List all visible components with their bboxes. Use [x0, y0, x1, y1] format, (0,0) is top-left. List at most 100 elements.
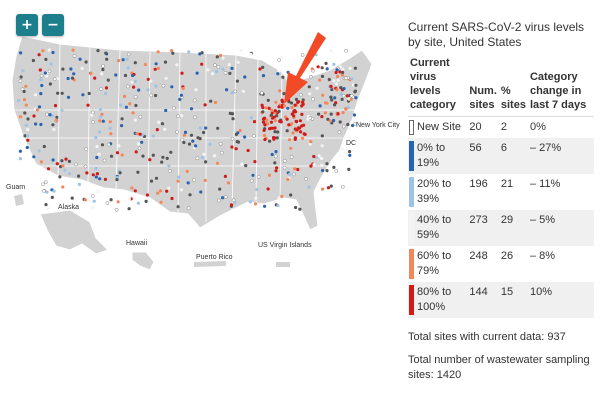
site-marker[interactable]	[329, 112, 333, 116]
site-marker[interactable]	[335, 74, 340, 79]
site-marker[interactable]	[180, 71, 184, 75]
site-marker[interactable]	[66, 95, 71, 99]
site-marker[interactable]	[276, 130, 280, 134]
site-marker[interactable]	[273, 130, 277, 134]
site-marker[interactable]	[243, 75, 247, 79]
site-marker[interactable]	[339, 86, 343, 90]
site-marker[interactable]	[94, 166, 98, 170]
site-marker[interactable]	[274, 169, 278, 173]
site-marker[interactable]	[132, 85, 136, 89]
site-marker[interactable]	[261, 65, 265, 69]
site-marker[interactable]	[285, 117, 289, 121]
site-marker[interactable]	[127, 207, 131, 211]
site-marker[interactable]	[52, 127, 56, 131]
site-marker[interactable]	[265, 122, 270, 126]
site-marker[interactable]	[200, 155, 204, 160]
site-marker[interactable]	[326, 186, 331, 190]
site-marker[interactable]	[109, 154, 114, 158]
site-marker[interactable]	[321, 93, 325, 97]
site-marker[interactable]	[154, 62, 158, 66]
site-marker[interactable]	[329, 48, 333, 53]
site-marker[interactable]	[61, 185, 65, 189]
site-marker[interactable]	[52, 77, 57, 81]
site-marker[interactable]	[165, 189, 169, 193]
site-marker[interactable]	[48, 82, 53, 86]
site-marker[interactable]	[96, 189, 100, 194]
site-marker[interactable]	[330, 98, 334, 102]
site-marker[interactable]	[100, 143, 105, 147]
site-marker[interactable]	[230, 91, 234, 95]
site-marker[interactable]	[261, 106, 265, 110]
site-marker[interactable]	[312, 154, 316, 159]
site-marker[interactable]	[233, 89, 238, 94]
site-marker[interactable]	[114, 73, 118, 77]
site-marker[interactable]	[144, 199, 148, 203]
site-marker[interactable]	[223, 194, 228, 199]
site-marker[interactable]	[156, 66, 160, 70]
site-marker[interactable]	[20, 87, 25, 92]
site-marker[interactable]	[70, 196, 74, 200]
site-marker[interactable]	[60, 91, 64, 95]
site-marker[interactable]	[334, 70, 338, 75]
site-marker[interactable]	[315, 86, 319, 90]
site-marker[interactable]	[348, 153, 352, 157]
site-marker[interactable]	[149, 93, 153, 98]
site-marker[interactable]	[221, 196, 225, 200]
site-marker[interactable]	[325, 67, 329, 71]
site-marker[interactable]	[23, 111, 27, 115]
site-marker[interactable]	[249, 52, 253, 56]
site-marker[interactable]	[272, 115, 276, 119]
site-marker[interactable]	[311, 97, 315, 102]
site-marker[interactable]	[263, 123, 267, 127]
site-marker[interactable]	[338, 70, 342, 74]
site-marker[interactable]	[293, 103, 297, 107]
site-marker[interactable]	[170, 85, 174, 89]
site-marker[interactable]	[38, 68, 42, 72]
site-marker[interactable]	[354, 83, 358, 87]
site-marker[interactable]	[146, 88, 150, 92]
site-marker[interactable]	[186, 181, 190, 185]
site-marker[interactable]	[324, 61, 328, 65]
site-marker[interactable]	[31, 58, 35, 63]
site-marker[interactable]	[125, 57, 129, 61]
site-marker[interactable]	[149, 79, 153, 83]
site-marker[interactable]	[277, 58, 282, 62]
site-marker[interactable]	[101, 67, 105, 72]
site-marker[interactable]	[156, 191, 160, 195]
site-marker[interactable]	[223, 71, 228, 75]
site-marker[interactable]	[136, 201, 140, 205]
site-marker[interactable]	[326, 117, 330, 121]
site-marker[interactable]	[236, 60, 240, 64]
site-marker[interactable]	[289, 101, 294, 105]
site-marker[interactable]	[161, 83, 166, 88]
site-marker[interactable]	[149, 179, 154, 183]
site-marker[interactable]	[22, 89, 26, 94]
site-marker[interactable]	[333, 96, 337, 100]
site-marker[interactable]	[117, 59, 121, 63]
site-marker[interactable]	[104, 51, 108, 55]
site-marker[interactable]	[179, 188, 184, 192]
site-marker[interactable]	[265, 118, 269, 122]
site-marker[interactable]	[91, 120, 95, 124]
site-marker[interactable]	[300, 136, 305, 140]
site-marker[interactable]	[153, 67, 157, 71]
site-marker[interactable]	[296, 100, 300, 104]
site-marker[interactable]	[353, 89, 357, 93]
site-marker[interactable]	[72, 54, 77, 58]
site-marker[interactable]	[282, 104, 286, 108]
site-marker[interactable]	[187, 142, 192, 146]
site-marker[interactable]	[298, 207, 302, 211]
site-marker[interactable]	[18, 157, 22, 161]
site-marker[interactable]	[285, 129, 289, 133]
site-marker[interactable]	[130, 186, 134, 190]
site-marker[interactable]	[46, 167, 51, 171]
site-marker[interactable]	[280, 194, 284, 198]
site-marker[interactable]	[348, 150, 352, 154]
site-marker[interactable]	[299, 130, 303, 134]
site-marker[interactable]	[94, 175, 98, 179]
site-marker[interactable]	[151, 153, 155, 157]
site-marker[interactable]	[296, 167, 300, 172]
site-marker[interactable]	[180, 114, 184, 118]
site-marker[interactable]	[167, 186, 171, 190]
site-marker[interactable]	[296, 126, 300, 130]
